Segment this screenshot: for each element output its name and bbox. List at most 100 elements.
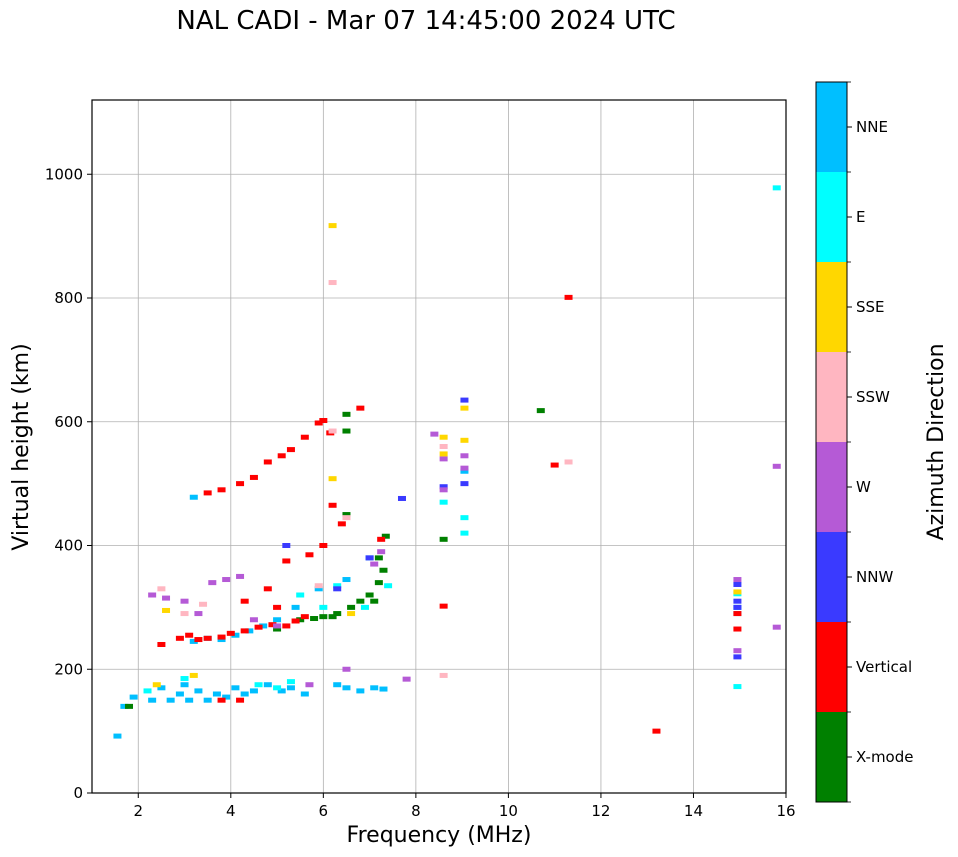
data-point [282, 558, 291, 564]
data-point [263, 586, 272, 592]
data-point [342, 666, 351, 672]
data-point [460, 468, 469, 474]
data-point [277, 453, 286, 459]
data-point [356, 688, 365, 694]
data-point [328, 614, 337, 620]
data-point [439, 487, 448, 493]
data-point [236, 573, 245, 579]
data-point [374, 555, 383, 561]
data-point [439, 499, 448, 505]
data-point [194, 637, 203, 643]
x-axis-ticks: 2 4 6 8 10 12 14 16 [133, 793, 796, 820]
data-point [180, 611, 189, 617]
data-point [203, 697, 212, 703]
colorbar-label: Azimuth Direction [924, 343, 949, 540]
data-point [296, 592, 305, 598]
data-point [157, 685, 166, 691]
data-point [377, 536, 386, 542]
colorbar-segment [816, 352, 847, 442]
data-point [733, 598, 742, 604]
x-tick-label: 10 [499, 802, 518, 820]
data-point [236, 697, 245, 703]
x-tick-label: 12 [591, 802, 610, 820]
data-point [194, 611, 203, 617]
data-point [129, 694, 138, 700]
data-point [300, 434, 309, 440]
data-point [439, 672, 448, 678]
data-point [342, 411, 351, 417]
data-point [273, 623, 282, 629]
data-point [733, 581, 742, 587]
data-point [148, 697, 157, 703]
data-point [120, 703, 129, 709]
colorbar-segment [816, 82, 847, 172]
data-point [319, 418, 328, 424]
y-tick-label: 800 [54, 289, 83, 307]
data-point [564, 459, 573, 465]
data-point [249, 474, 258, 480]
x-tick-label: 16 [776, 802, 795, 820]
data-point [319, 604, 328, 610]
data-point [460, 481, 469, 487]
data-point [286, 447, 295, 453]
data-point [162, 595, 171, 601]
data-point [328, 502, 337, 508]
data-point [180, 598, 189, 604]
data-point [282, 623, 291, 629]
data-point [185, 697, 194, 703]
data-point [226, 630, 235, 636]
data-point [374, 580, 383, 586]
data-point [208, 580, 217, 586]
data-point [733, 589, 742, 595]
data-point [277, 688, 286, 694]
data-point [360, 604, 369, 610]
data-point [328, 476, 337, 482]
colorbar-tick-label: NNE [856, 118, 888, 136]
data-point [733, 626, 742, 632]
data-point [365, 555, 374, 561]
data-point [263, 459, 272, 465]
data-point [370, 598, 379, 604]
x-tick-label: 8 [411, 802, 421, 820]
data-point [217, 487, 226, 493]
data-point [296, 617, 305, 623]
y-axis-label: Virtual height (km) [9, 343, 34, 550]
data-point [536, 408, 545, 414]
data-point [460, 437, 469, 443]
colorbar-tick-label: E [856, 208, 865, 226]
data-point [314, 420, 323, 426]
data-point [217, 634, 226, 640]
data-point [439, 484, 448, 490]
data-point [733, 604, 742, 610]
data-point [166, 697, 175, 703]
data-point [217, 697, 226, 703]
data-point [381, 533, 390, 539]
data-point [772, 185, 781, 191]
data-point [379, 686, 388, 692]
data-point [342, 515, 351, 521]
data-point [356, 598, 365, 604]
data-point [328, 428, 337, 434]
data-point [199, 601, 208, 607]
data-point [333, 586, 342, 592]
x-tick-label: 4 [226, 802, 236, 820]
data-point [231, 632, 240, 638]
colorbar-tick-label: NNW [856, 568, 893, 586]
data-point [652, 728, 661, 734]
data-point [152, 682, 161, 688]
data-point [222, 577, 231, 583]
data-point [249, 617, 258, 623]
data-point [342, 577, 351, 583]
data-point [185, 632, 194, 638]
data-point [333, 611, 342, 617]
data-point [231, 685, 240, 691]
data-point [189, 638, 198, 644]
data-point [439, 456, 448, 462]
data-point [291, 618, 300, 624]
colorbar-segment [816, 622, 847, 712]
data-point [733, 611, 742, 617]
series-x-mode [125, 408, 545, 709]
data-point [162, 607, 171, 613]
data-point [439, 451, 448, 457]
colorbar-tick-label: W [856, 478, 871, 496]
